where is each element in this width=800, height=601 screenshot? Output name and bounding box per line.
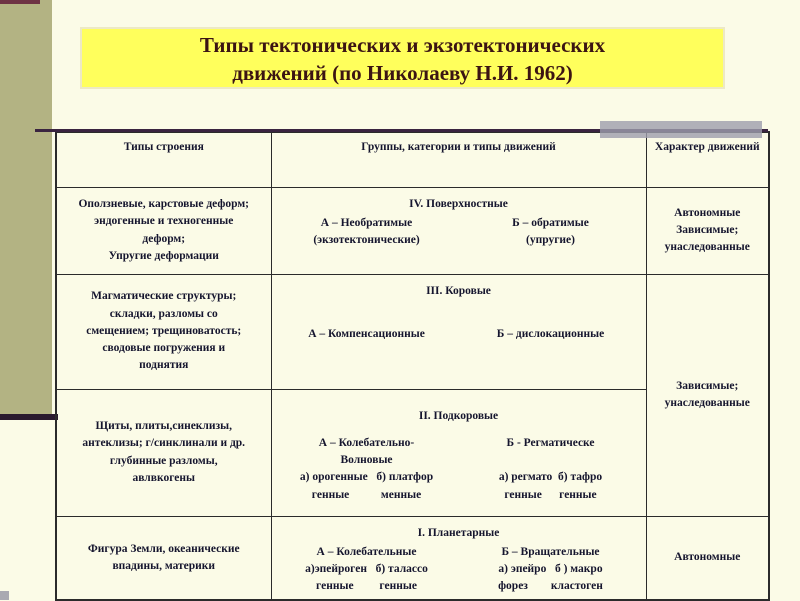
table-row: Фигура Земли, океанические впадины, мате… [55,515,770,601]
top-left-accent-line [0,0,40,4]
left-accent-bar-bottom-line [0,414,58,420]
header-structure-types: Типы строения [55,131,272,188]
group-subcolumn-a: А – Компенсационные [308,327,425,340]
group-subcolumn-b: Б – Вращательные а) эпейро б ) макро фор… [498,545,603,593]
group-cell: I. Планетарные А – Колебательные а)эпейр… [270,515,647,601]
group-cell: III. Коровые А – Компенсационные Б – дис… [270,273,647,390]
header-movement-character: Характер движений [645,131,770,188]
title-line-2: движений (по Николаеву Н.И. 1962) [232,61,573,85]
table-row: Оползневые, карстовые деформ; эндогенные… [55,186,770,275]
group-subcolumn-a: А – Колебательные а)эпейроген б) талассо… [305,545,428,593]
character-cell: Автономные Зависимые; унаследованные [645,186,770,275]
character-cell-merged: Зависимые; унаследованные [645,273,770,517]
group-subcolumn-b: Б - Регматическе а) регмато б) тафро ген… [498,436,603,501]
group-cell: II. Подкоровые А – Колебательно- Волновы… [270,388,647,517]
group-subcolumn-b: Б – дислокационные [496,327,605,340]
structure-cell: Щиты, плиты,синеклизы, антеклизы; г/синк… [55,388,272,517]
title-divider-line [35,129,768,132]
group-subcolumn-a: А – Колебательно- Волновые а) орогенные … [299,436,434,501]
left-accent-bar [0,0,52,414]
slide-title: Типы тектонических и экзотектонических д… [80,27,725,89]
structure-cell: Фигура Земли, океанические впадины, мате… [55,515,272,601]
group-heading: III. Коровые [426,284,491,297]
group-heading: IV. Поверхностные [409,197,508,210]
group-subcolumn-a: А – Необратимые (экзотектонические) [313,216,420,246]
group-cell: IV. Поверхностные А – Необратимые (экзот… [270,186,647,275]
tectonic-movements-table: Типы строения Группы, категории и типы д… [55,131,770,601]
structure-cell: Магматические структуры; складки, разлом… [55,273,272,390]
bottom-left-gray-mark [0,591,9,600]
table-header-row: Типы строения Группы, категории и типы д… [55,131,770,188]
header-movement-groups: Группы, категории и типы движений [270,131,647,188]
character-cell: Автономные [645,515,770,601]
group-heading: II. Подкоровые [418,409,499,422]
structure-cell: Оползневые, карстовые деформ; эндогенные… [55,186,272,275]
group-heading: I. Планетарные [417,526,500,539]
group-subcolumn-b: Б – обратимые (упругие) [512,216,589,246]
table-row: Щиты, плиты,синеклизы, антеклизы; г/синк… [55,388,769,517]
gray-bar-decoration [600,121,762,138]
title-line-1: Типы тектонических и экзотектонических [199,33,606,57]
table-row: Магматические структуры; складки, разлом… [55,273,770,517]
